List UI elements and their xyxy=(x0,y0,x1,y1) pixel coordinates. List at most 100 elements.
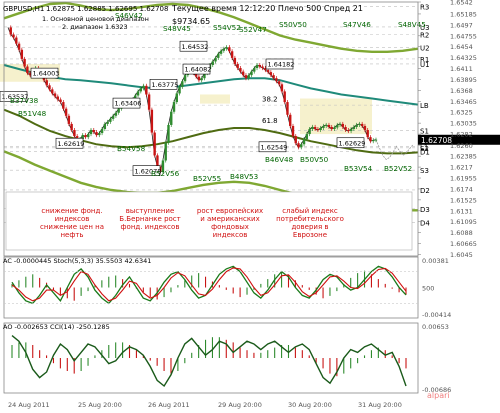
news-item-3-line-0: слабый индекс xyxy=(282,207,338,215)
level-label-r1: R1 xyxy=(420,56,429,64)
forecast-line xyxy=(375,139,414,161)
candle-body-90 xyxy=(255,64,259,69)
candle-body-61 xyxy=(175,93,178,103)
candle-body-79 xyxy=(225,47,228,49)
candle-body-128 xyxy=(360,123,364,126)
candle-body-30 xyxy=(89,130,93,135)
annotation-b46v48: B46V48 xyxy=(265,155,294,164)
price-tick-label-23: 1.6045 xyxy=(450,251,473,259)
candle-body-63 xyxy=(181,81,184,87)
level-label-lb: LB xyxy=(420,102,429,110)
price-label-7: 1.64182 xyxy=(268,61,295,69)
candle-body-54 xyxy=(156,155,159,167)
price-tick-label-2: 1.6497 xyxy=(450,21,473,29)
price-label-8: 1.62549 xyxy=(261,143,288,151)
candle-body-87 xyxy=(247,75,250,79)
price-tick-label-8: 1.6368 xyxy=(450,87,473,95)
candle-body-130 xyxy=(366,130,369,138)
date-label-4: 30 Aug 20:00 xyxy=(288,401,332,409)
level-label-u1: U1 xyxy=(420,61,430,69)
chart-info: Текущее время 12:12:20 Плечо 500 Спред 2… xyxy=(171,4,363,13)
price-tick-label-22: 1.60665 xyxy=(450,240,477,248)
annotation-s46v42: S46V42 xyxy=(115,11,143,20)
news-item-2-line-1: и американских xyxy=(200,215,260,223)
candle-body-106 xyxy=(300,144,303,148)
candle-body-19 xyxy=(59,99,62,103)
annotation-b53v54: B53V54 xyxy=(344,164,373,173)
candle-body-24 xyxy=(73,130,76,137)
main-candles xyxy=(9,25,378,174)
price-label-box-8 xyxy=(258,141,287,153)
news-item-2-line-3: индексов xyxy=(213,231,248,239)
level-band-1 xyxy=(200,94,230,104)
level-label-s1: S1 xyxy=(420,128,429,136)
price-tick-label-14: 1.62385 xyxy=(450,153,477,161)
news-item-3-line-2: доверия в xyxy=(291,223,328,231)
candle-body-36 xyxy=(106,121,109,124)
price-label-2: 1.62619 xyxy=(58,140,85,148)
candle-body-102 xyxy=(289,114,292,126)
news-item-2-line-2: фондовых xyxy=(211,223,249,231)
candle-body-89 xyxy=(253,68,256,72)
level-label-r3: R3 xyxy=(420,4,429,12)
chart-subtitle-1: 1. Основной ценовой диапазон xyxy=(42,15,149,23)
candle-body-95 xyxy=(269,72,273,76)
candle-body-118 xyxy=(333,127,336,129)
candle-body-8 xyxy=(28,73,32,76)
news-item-1-line-2: фонд. индексов xyxy=(121,223,180,231)
candle-body-62 xyxy=(178,86,181,94)
candle-body-15 xyxy=(48,85,51,90)
price-tick-label-19: 1.6131 xyxy=(450,207,473,215)
chart-symbol: GBPUSD,H1 xyxy=(3,5,44,13)
price-tick-label-9: 1.63465 xyxy=(450,98,477,106)
candle-body-91 xyxy=(258,64,261,67)
axes: 1.62708 1.6542 1.65185 1.6497 1.64755 1.6454 1… xyxy=(3,0,500,409)
candle-body-2 xyxy=(12,34,15,38)
candle-body-88 xyxy=(250,71,253,76)
candle-body-53 xyxy=(153,132,156,156)
candle-body-117 xyxy=(330,126,333,129)
candle-body-84 xyxy=(239,68,242,72)
price-label-3: 1.62078 xyxy=(135,167,162,175)
candle-body-58 xyxy=(167,124,170,143)
candle-body-107 xyxy=(302,139,306,145)
level-label-s2: S2 xyxy=(420,145,429,153)
candle-body-86 xyxy=(244,75,248,79)
price-label-box-9 xyxy=(336,137,365,149)
price-tick-label-12: 1.6282 xyxy=(450,131,473,139)
price-tick-label-20: 1.61095 xyxy=(450,218,477,226)
price-label-9: 1.62629 xyxy=(339,139,366,147)
level-band-3 xyxy=(300,124,372,135)
price-tick-label-7: 1.63895 xyxy=(450,76,477,84)
price-label-box-5 xyxy=(182,63,211,75)
candle-body-69 xyxy=(197,76,201,81)
annotation-b52v52: B52V52 xyxy=(384,164,412,173)
news-panel xyxy=(5,191,413,251)
annotation-s52v47: S52V47 xyxy=(239,25,267,34)
candle-body-129 xyxy=(363,125,367,131)
annotation-s48v45: S48V45 xyxy=(163,24,191,33)
news-item-0-line-3: нефть xyxy=(60,231,83,239)
level-label-d4: D4 xyxy=(420,219,430,227)
candle-body-28 xyxy=(84,135,87,138)
candle-body-39 xyxy=(114,112,118,116)
chart-ohlc: 1.62875 1.62885 1.62695 1.62708 xyxy=(46,5,168,13)
price-tick-label-15: 1.6217 xyxy=(450,164,473,172)
price-tick-label-5: 1.64325 xyxy=(450,54,477,62)
price-label-box-2 xyxy=(55,137,84,149)
candle-body-64 xyxy=(183,75,187,82)
candle-body-21 xyxy=(64,108,68,116)
candle-body-6 xyxy=(23,58,26,67)
candle-body-23 xyxy=(70,123,73,131)
candle-body-71 xyxy=(203,73,206,79)
candle-body-20 xyxy=(62,102,65,109)
level-label-u2: U2 xyxy=(420,45,430,53)
ao-tick-0: 0.00653 xyxy=(422,323,449,331)
price-label-box-7 xyxy=(265,58,294,70)
annotation-s47v46: S47V46 xyxy=(343,20,371,29)
candle-body-38 xyxy=(111,115,115,119)
candle-body-83 xyxy=(236,63,239,69)
candle-body-16 xyxy=(51,89,54,94)
fib-label-1: 61.8 xyxy=(262,117,278,125)
